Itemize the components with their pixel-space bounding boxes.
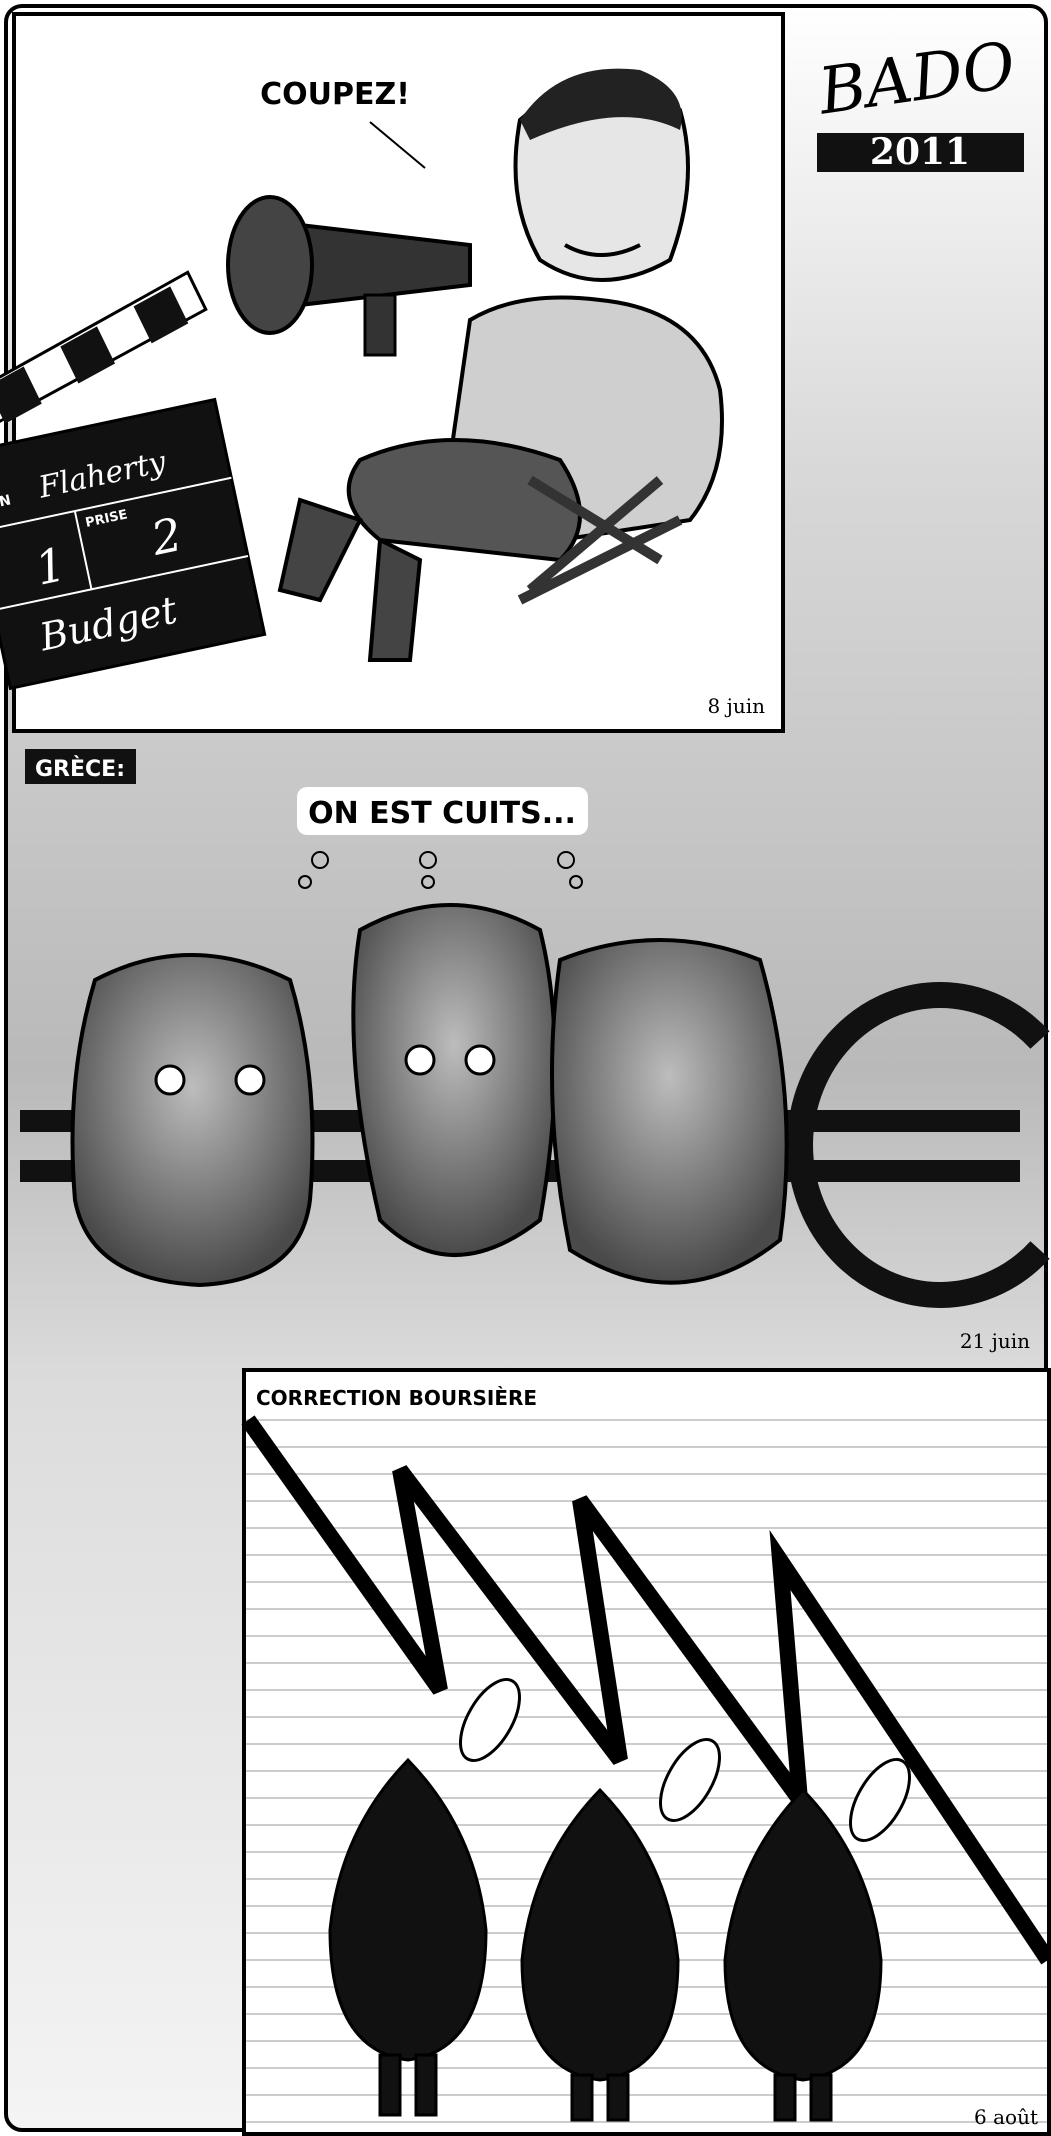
- head: [353, 905, 555, 1255]
- panel-1: COUPEZ! ON Flaherty PRISE 1 2 Budget 8: [0, 14, 783, 731]
- date: 8 juin: [708, 694, 766, 718]
- date: 21 juin: [960, 1329, 1030, 1353]
- year: 2011: [870, 131, 970, 173]
- label: GRÈCE:: [35, 756, 125, 782]
- head: [73, 955, 313, 1285]
- megaphone-handle: [365, 295, 395, 355]
- speech: COUPEZ!: [260, 77, 410, 112]
- page: {"signature": "BADO", "year": "2011", "p…: [0, 0, 1051, 2136]
- thought: ON EST CUITS...: [308, 796, 576, 831]
- head: [552, 940, 787, 1283]
- megaphone-bell: [228, 197, 312, 333]
- title: CORRECTION BOURSIÈRE: [256, 1386, 537, 1410]
- date: 6 août: [974, 2105, 1038, 2129]
- cartoon: BADO 2011 COUPEZ! ON Flaherty PRISE 1: [0, 0, 1051, 2136]
- panel-3: CORRECTION BOURSIÈRE 6 août: [244, 1370, 1049, 2134]
